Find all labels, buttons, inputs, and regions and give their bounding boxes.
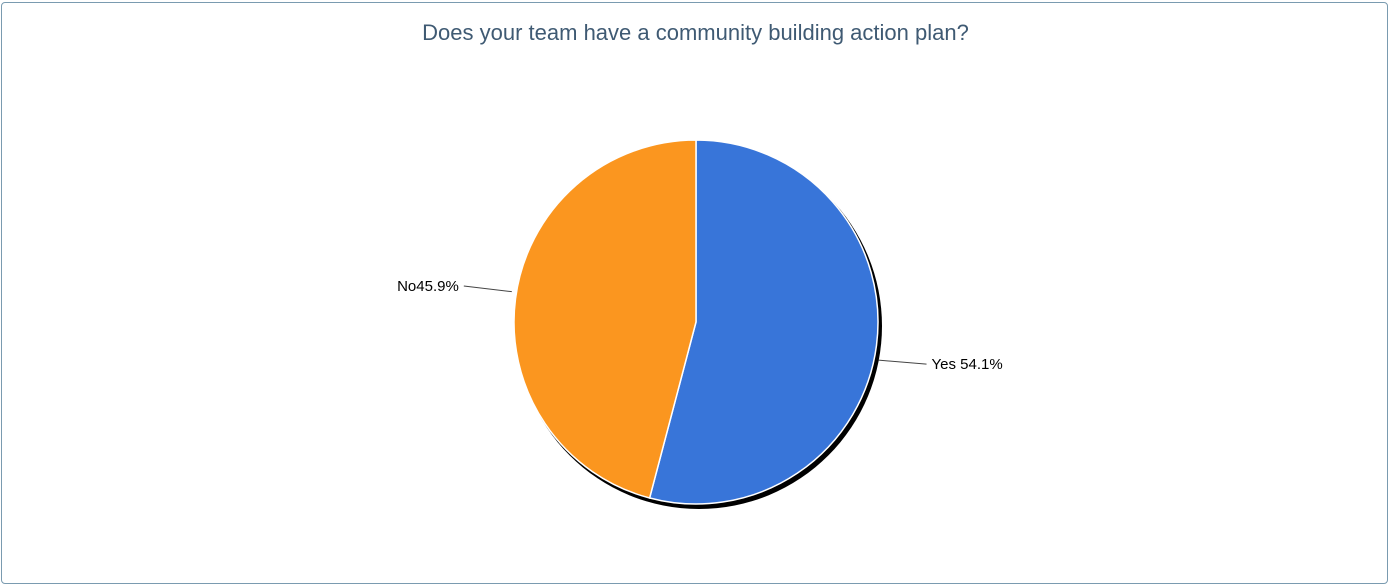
chart-title: Does your team have a community building…	[422, 20, 969, 45]
pie-slice-no[interactable]	[513, 139, 697, 499]
slice-label-no: No45.9%	[397, 278, 459, 295]
leader-line-yes	[878, 359, 927, 365]
slice-label-yes: Yes 54.1%	[932, 356, 1003, 373]
leader-line-no	[463, 285, 512, 293]
pie-slice-yes[interactable]	[648, 139, 879, 505]
